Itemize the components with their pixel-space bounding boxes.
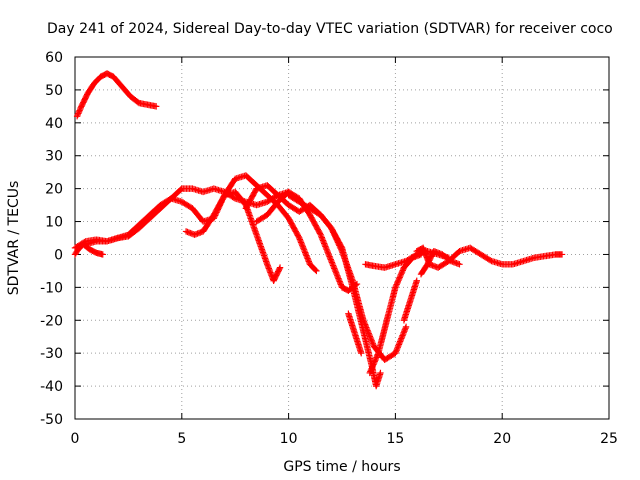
y-tick-label: 10 (45, 215, 63, 231)
data-point-markers (73, 70, 160, 120)
series-arc-13 (413, 244, 566, 271)
y-tick-label: 20 (45, 182, 63, 198)
data-point-markers (400, 277, 420, 324)
y-tick-label: -40 (40, 379, 63, 395)
y-tick-label: 40 (45, 116, 63, 132)
x-axis-label: GPS time / hours (283, 459, 400, 475)
y-tick-labels: -50 -40 -30 -20 -10 0 10 20 30 40 50 60 (40, 50, 63, 428)
x-tick-label: 25 (600, 431, 618, 447)
data-series (71, 70, 566, 390)
series-arc-5 (182, 172, 320, 275)
series-arc-8 (285, 192, 410, 363)
y-tick-label: -10 (40, 280, 63, 296)
data-point-markers (285, 192, 410, 363)
chart-title: Day 241 of 2024, Sidereal Day-to-day VTE… (47, 21, 613, 37)
x-tick-label: 5 (177, 431, 186, 447)
x-tick-label: 10 (280, 431, 298, 447)
series-arc-12 (400, 277, 420, 324)
y-axis-label: SDTVAR / TECUs (6, 181, 22, 296)
data-point-markers (182, 172, 320, 275)
y-tick-label: 50 (45, 83, 63, 99)
series-arc-9 (345, 310, 365, 357)
x-tick-label: 0 (71, 431, 80, 447)
x-tick-label: 20 (493, 431, 511, 447)
data-point-markers (413, 244, 566, 271)
y-tick-label: 0 (54, 247, 63, 263)
tick-marks (74, 56, 610, 420)
y-tick-label: 30 (45, 149, 63, 165)
series-arc-14 (417, 247, 463, 278)
y-tick-label: 60 (45, 50, 63, 66)
y-tick-label: -50 (40, 412, 63, 428)
gridlines (75, 57, 609, 419)
data-point-markers (366, 251, 425, 377)
series-arc-11 (366, 251, 425, 377)
data-point-markers (345, 310, 365, 357)
x-tick-labels: 0 5 10 15 20 25 (71, 431, 618, 447)
data-point-markers (417, 247, 463, 278)
series-arc-1 (73, 70, 160, 120)
plot-frame (74, 56, 610, 420)
x-tick-label: 15 (386, 431, 404, 447)
y-tick-label: -20 (40, 313, 63, 329)
y-tick-label: -30 (40, 346, 63, 362)
